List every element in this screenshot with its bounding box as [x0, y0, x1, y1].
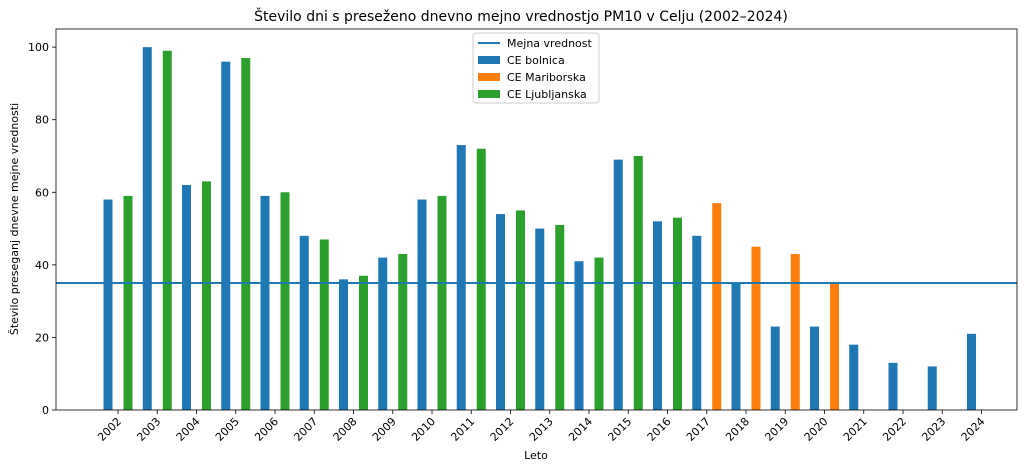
x-tick-label-2002: 2002 [95, 415, 124, 444]
bar-ce-bolnica-2015 [613, 159, 623, 410]
x-tick-label-2012: 2012 [488, 415, 517, 444]
x-tick-label-2015: 2015 [605, 415, 634, 444]
plot-frame [55, 28, 1018, 411]
legend-swatch-ljubljanska [478, 90, 500, 98]
bar-ce-bolnica-2016 [653, 221, 662, 410]
bar-ce-ljubljanska-2016 [673, 217, 682, 410]
bar-ce-bolnica-2018 [731, 283, 741, 410]
bar-ce-bolnica-2012 [496, 214, 505, 410]
x-tick-label-2008: 2008 [331, 415, 360, 444]
y-axis: 0 20 40 60 80 100 [28, 41, 56, 417]
x-tick-label-2020: 2020 [802, 415, 831, 444]
bar-ce-ljubljanska-2007 [319, 239, 329, 410]
x-tick-label-2011: 2011 [448, 415, 477, 444]
x-tick-label-2024: 2024 [959, 415, 988, 444]
x-tick-label-2018: 2018 [723, 415, 752, 444]
plot-area [56, 47, 1017, 411]
bar-ce-ljubljanska-2009 [398, 253, 408, 410]
bar-ce-bolnica-2009 [378, 257, 388, 410]
bar-ce-bolnica-2019 [770, 326, 780, 410]
bar-ce-ljubljanska-2002 [123, 195, 133, 410]
x-tick-label-2016: 2016 [645, 415, 674, 444]
bar-ce-bolnica-2023 [927, 366, 937, 410]
bar-ce-mariborska-2019 [790, 253, 800, 410]
bar-ce-ljubljanska-2004 [202, 181, 211, 410]
y-tick-label-20: 20 [35, 331, 49, 344]
x-tick-label-2013: 2013 [527, 415, 556, 444]
y-tick-label-60: 60 [35, 186, 49, 199]
x-tick-label-2022: 2022 [880, 415, 909, 444]
x-tick-label-2003: 2003 [134, 415, 163, 444]
x-tick-label-2017: 2017 [684, 415, 713, 444]
bar-ce-ljubljanska-2010 [437, 195, 447, 410]
bar-ce-ljubljanska-2008 [359, 275, 368, 410]
y-axis-label: Število preseganj dnevne mejne vrednosti [8, 103, 21, 335]
bar-ce-ljubljanska-2005 [241, 58, 251, 410]
bar-ce-bolnica-2017 [692, 235, 702, 410]
bar-ce-bolnica-2022 [888, 362, 898, 410]
bar-ce-bolnica-2002 [103, 199, 113, 410]
x-axis-label: Leto [524, 449, 548, 462]
x-tick-label-2009: 2009 [370, 415, 399, 444]
bar-ce-mariborska-2020 [830, 283, 839, 410]
bar-ce-bolnica-2007 [299, 235, 309, 410]
bar-ce-bolnica-2011 [456, 145, 466, 411]
bar-ce-bolnica-2006 [260, 195, 270, 410]
legend-label-ljubljanska: CE Ljubljanska [507, 88, 587, 101]
x-tick-label-2007: 2007 [291, 415, 320, 444]
bar-ce-bolnica-2004 [182, 185, 191, 410]
bar-ce-bolnica-2020 [810, 326, 819, 410]
legend-box [472, 32, 600, 104]
bar-ce-mariborska-2018 [751, 246, 761, 410]
bar-ce-bolnica-2013 [535, 228, 545, 410]
x-tick-label-2006: 2006 [252, 415, 281, 444]
bar-ce-ljubljanska-2006 [280, 192, 290, 410]
bar-ce-mariborska-2017 [712, 203, 722, 410]
bar-ce-ljubljanska-2003 [162, 50, 172, 411]
legend-label-bolnica: CE bolnica [507, 54, 565, 67]
x-tick-label-2014: 2014 [566, 415, 595, 444]
y-tick-label-100: 100 [28, 41, 49, 54]
legend-swatch-mariborska [478, 73, 500, 81]
legend: Mejna vrednost CE bolnica CE Mariborska CE … [472, 32, 600, 104]
legend-swatch-bolnica [478, 56, 500, 64]
bar-ce-bolnica-2010 [417, 199, 427, 410]
y-tick-label-40: 40 [35, 259, 49, 272]
bar-ce-bolnica-2005 [221, 61, 231, 410]
x-tick-label-2010: 2010 [409, 415, 438, 444]
x-tick-label-2021: 2021 [841, 415, 870, 444]
bar-ce-bolnica-2024 [967, 333, 976, 410]
x-axis: 2002 2003 2004 2005 2006 2007 2008 2009 2010 2011… [95, 410, 988, 444]
x-tick-label-2005: 2005 [213, 415, 242, 444]
x-tick-label-2023: 2023 [919, 415, 948, 444]
bar-ce-ljubljanska-2014 [594, 257, 604, 410]
x-tick-label-2004: 2004 [174, 415, 203, 444]
bar-ce-bolnica-2008 [339, 279, 348, 410]
bar-ce-bolnica-2014 [574, 261, 584, 410]
legend-label-reference: Mejna vrednost [507, 37, 592, 50]
chart-title: Število dni s preseženo dnevno mejno vre… [254, 7, 788, 25]
bar-ce-bolnica-2021 [849, 344, 859, 410]
bar-ce-bolnica-2003 [142, 47, 152, 410]
bar-ce-ljubljanska-2012 [516, 210, 525, 410]
x-tick-label-2019: 2019 [762, 415, 791, 444]
y-tick-label-0: 0 [42, 404, 49, 417]
bar-ce-ljubljanska-2013 [555, 224, 565, 410]
bar-ce-ljubljanska-2011 [476, 148, 486, 411]
y-tick-label-80: 80 [35, 114, 49, 127]
legend-label-mariborska: CE Mariborska [507, 71, 586, 84]
